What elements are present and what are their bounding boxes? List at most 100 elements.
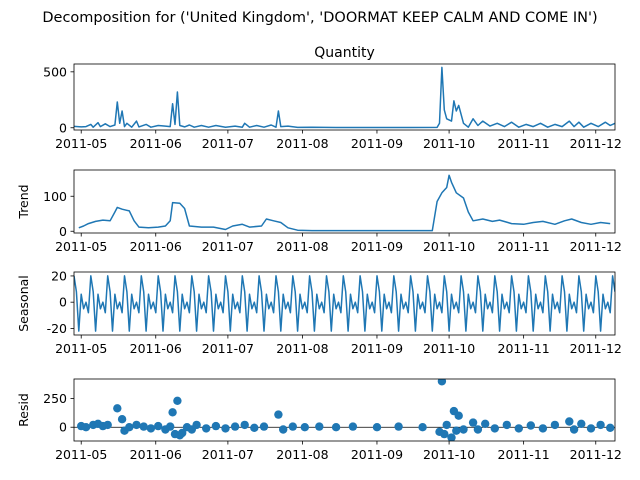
panel-trend: 0 100 2011-05 2011-06 2011-07 2011-08 2011-09 2… — [16, 169, 622, 254]
resid-point — [259, 422, 269, 431]
trend-axes-frame — [73, 169, 616, 234]
resid-point — [132, 420, 141, 430]
seasonal-xtick-label: 2011-10 — [423, 341, 475, 356]
trend-series-line — [78, 174, 611, 232]
seasonal-xtick-label: 2011-09 — [351, 341, 403, 356]
resid-point — [230, 422, 240, 431]
resid-xtick-label: 2011-10 — [423, 447, 475, 462]
observed-plot-area — [74, 66, 615, 129]
seasonal-ytick-label: 20 — [51, 268, 67, 283]
resid-point — [202, 424, 211, 433]
resid-xtick-label: 2011-05 — [55, 447, 107, 462]
resid-point — [240, 420, 249, 430]
resid-point — [490, 424, 499, 433]
resid-axes-frame — [73, 378, 616, 442]
panel-resid: 0 250 2011-05 2011-06 2011-07 2011-08 2011-09 2… — [16, 378, 622, 462]
trend-plot-area — [78, 174, 611, 232]
resid-point — [139, 422, 148, 431]
resid-point — [300, 423, 309, 432]
resid-point — [211, 421, 221, 431]
resid-point — [606, 423, 615, 432]
observed-xtick-label: 2011-08 — [276, 136, 328, 151]
observed-xtick-label: 2011-12 — [570, 136, 622, 151]
resid-ytick-label: 250 — [43, 391, 67, 406]
resid-point — [538, 424, 548, 433]
resid-point — [192, 420, 201, 430]
resid-ytick-label: 0 — [59, 420, 67, 435]
seasonal-ytick-label: 0 — [59, 295, 67, 310]
resid-point — [437, 379, 447, 386]
seasonal-xtick-label: 2011-05 — [55, 341, 107, 356]
resid-point — [596, 420, 605, 430]
resid-point — [418, 423, 427, 432]
seasonal-xtick-label: 2011-12 — [570, 341, 622, 356]
observed-series-line — [74, 66, 615, 129]
resid-point — [454, 411, 463, 420]
resid-point — [447, 433, 456, 441]
trend-ytick-label: 100 — [43, 189, 67, 204]
panel-observed: 0 500 2011-05 2011-06 2011-07 2011-08 2011-09 2… — [43, 45, 622, 151]
resid-point — [146, 424, 156, 433]
resid-point — [577, 419, 586, 428]
resid-point — [452, 426, 461, 435]
resid-point — [348, 422, 358, 431]
resid-point — [125, 423, 134, 432]
resid-point — [178, 428, 187, 438]
seasonal-axes-frame — [73, 271, 616, 336]
trend-xtick-label: 2011-10 — [423, 239, 475, 254]
seasonal-ylabel: Seasonal — [16, 275, 31, 332]
resid-point — [569, 425, 579, 434]
resid-ylabel: Resid — [16, 393, 31, 427]
resid-point — [514, 424, 523, 433]
resid-plot-area — [74, 379, 615, 441]
resid-point — [154, 421, 163, 431]
figure-suptitle: Decomposition for ('United Kingdom', 'DO… — [42, 10, 597, 26]
resid-point — [103, 420, 112, 430]
seasonal-plot-area — [74, 275, 615, 332]
resid-point — [274, 410, 283, 419]
seasonal-xtick-label: 2011-08 — [276, 341, 328, 356]
resid-point — [117, 415, 127, 424]
resid-xtick-label: 2011-06 — [130, 447, 182, 462]
trend-xtick-label: 2011-07 — [202, 239, 254, 254]
resid-point — [502, 420, 511, 430]
observed-ytick-label: 0 — [59, 120, 67, 135]
trend-xtick-label: 2011-12 — [570, 239, 622, 254]
trend-ytick-label: 0 — [59, 224, 67, 239]
resid-xtick-label: 2011-12 — [570, 447, 622, 462]
seasonal-xtick-label: 2011-07 — [202, 341, 254, 356]
resid-point — [279, 425, 288, 434]
trend-xtick-label: 2011-08 — [276, 239, 328, 254]
resid-point — [81, 423, 91, 432]
resid-point — [173, 396, 182, 405]
seasonal-xtick-label: 2011-06 — [130, 341, 182, 356]
observed-panel-title: Quantity — [314, 45, 375, 61]
resid-point — [113, 404, 122, 413]
observed-xtick-label: 2011-10 — [423, 136, 475, 151]
resid-point — [565, 417, 574, 426]
observed-xtick-label: 2011-11 — [498, 136, 550, 151]
resid-point — [315, 422, 324, 431]
trend-xtick-label: 2011-11 — [498, 239, 550, 254]
trend-xtick-label: 2011-06 — [130, 239, 182, 254]
observed-xtick-label: 2011-07 — [202, 136, 254, 151]
observed-axes-frame — [73, 63, 616, 131]
trend-xtick-label: 2011-05 — [55, 239, 107, 254]
resid-point — [586, 424, 596, 433]
seasonal-ytick-label: -20 — [47, 321, 67, 336]
resid-point — [473, 425, 483, 434]
resid-point — [372, 423, 382, 432]
resid-point — [168, 408, 177, 417]
resid-point — [394, 422, 403, 431]
resid-point — [440, 429, 449, 439]
resid-point — [481, 419, 490, 428]
seasonal-series-line — [74, 275, 615, 332]
panel-seasonal: -20 0 20 2011-05 2011-06 2011-07 2011-08 2011-0… — [16, 268, 622, 356]
observed-xtick-label: 2011-06 — [130, 136, 182, 151]
observed-xtick-label: 2011-05 — [55, 136, 107, 151]
resid-point — [221, 424, 230, 433]
resid-point — [526, 421, 535, 430]
trend-ylabel: Trend — [16, 184, 31, 219]
resid-point — [442, 420, 451, 430]
